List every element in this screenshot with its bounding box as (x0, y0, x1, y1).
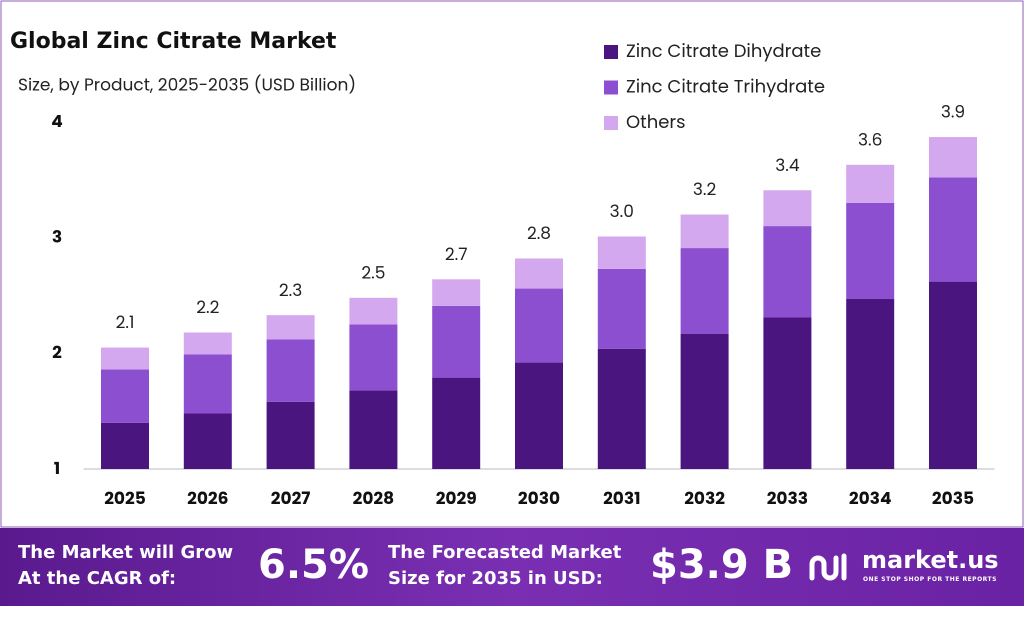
bar-segment (846, 164, 895, 203)
bar-segment (680, 248, 729, 334)
x-tick-label: 2026 (187, 486, 228, 510)
total-label: 3.0 (610, 199, 634, 223)
cagr-value: 6.5% (258, 542, 369, 588)
total-label: 3.6 (858, 127, 882, 151)
bar-segment (266, 401, 315, 469)
x-tick-label: 2028 (353, 486, 395, 510)
bar-segment (349, 297, 398, 325)
x-tick-label: 2031 (603, 486, 640, 510)
legend-swatch (604, 45, 618, 59)
x-tick-label: 2030 (518, 486, 560, 510)
bar-segment (597, 268, 646, 349)
total-label: 2.5 (361, 260, 385, 284)
bar-segment (680, 214, 729, 249)
bar-segment (101, 347, 149, 370)
cagr-text: The Market will Grow At the CAGR of: (18, 540, 233, 592)
forecast-line: The Forecasted Market (388, 542, 622, 563)
bar-segment (763, 317, 812, 469)
cagr-line: The Market will Grow (18, 542, 234, 563)
legend-label: Others (626, 110, 686, 135)
bar-segment (597, 348, 646, 469)
footer: The Market will Grow At the CAGR of: 6.5… (0, 528, 1024, 606)
frame (0, 0, 1024, 528)
legend-label: Zinc Citrate Trihydrate (626, 74, 825, 99)
total-label: 2.7 (445, 242, 468, 266)
x-tick-label: 2032 (684, 486, 725, 510)
bar-segment (846, 202, 895, 299)
total-label: 3.9 (941, 100, 965, 124)
bar-segment (846, 298, 895, 469)
legend-swatch (604, 116, 618, 130)
x-tick-label: 2034 (849, 486, 892, 510)
bar-segment (432, 279, 481, 306)
forecast-text: The Forecasted Market Size for 2035 in U… (388, 540, 621, 592)
x-tick-label: 2035 (932, 486, 974, 510)
tagline: ONE STOP SHOP FOR THE REPORTS (863, 576, 997, 583)
forecast-value: $3.9 B (650, 542, 794, 588)
legend-swatch (604, 80, 618, 95)
bar-segment (929, 137, 977, 178)
x-tick-label: 2029 (436, 486, 477, 510)
bar-segment (597, 236, 646, 269)
forecast-line: Size for 2035 in USD: (388, 568, 603, 589)
brand: market.us (862, 546, 999, 574)
bar-segment (763, 190, 812, 227)
bar-segment (929, 281, 977, 469)
x-tick-label: 2025 (104, 486, 146, 510)
bar-segment (432, 377, 481, 469)
legend-label: Zinc Citrate Dihydrate (626, 39, 821, 64)
total-label: 3.4 (775, 153, 800, 177)
bar-segment (515, 362, 563, 469)
bar-segment (349, 324, 398, 391)
bar-segment (183, 332, 232, 355)
bar-segment (349, 390, 398, 469)
bar-segment (183, 413, 232, 469)
y-tick-label: 4 (51, 109, 63, 133)
bar-segment (101, 369, 149, 423)
bar-segment (929, 177, 977, 282)
total-label: 3.2 (693, 177, 717, 201)
bar-segment (515, 258, 563, 289)
chart-subtitle: Size, by Product, 2025-2035 (USD Billion… (18, 73, 356, 97)
total-label: 2.1 (116, 310, 135, 334)
cagr-line: At the CAGR of: (18, 568, 177, 589)
bar-segment (680, 333, 729, 469)
bar-segment (266, 315, 315, 340)
bar-segment (266, 339, 315, 402)
bar-segment (432, 305, 481, 378)
total-label: 2.2 (196, 295, 219, 319)
total-label: 2.8 (527, 221, 551, 245)
bar-segment (183, 354, 232, 414)
y-tick-label: 2 (52, 340, 62, 364)
y-tick-label: 1 (54, 456, 60, 480)
chart: Global Zinc Citrate Market Size, by Prod… (0, 0, 1024, 528)
bar-segment (763, 226, 812, 318)
bar-segment (101, 422, 149, 469)
bar-segment (515, 288, 563, 363)
x-tick-label: 2027 (271, 486, 311, 510)
y-tick-label: 3 (52, 224, 62, 248)
logo-icon (809, 553, 847, 581)
total-label: 2.3 (279, 278, 302, 302)
chart-title: Global Zinc Citrate Market (10, 29, 337, 54)
x-tick-label: 2033 (767, 486, 808, 510)
